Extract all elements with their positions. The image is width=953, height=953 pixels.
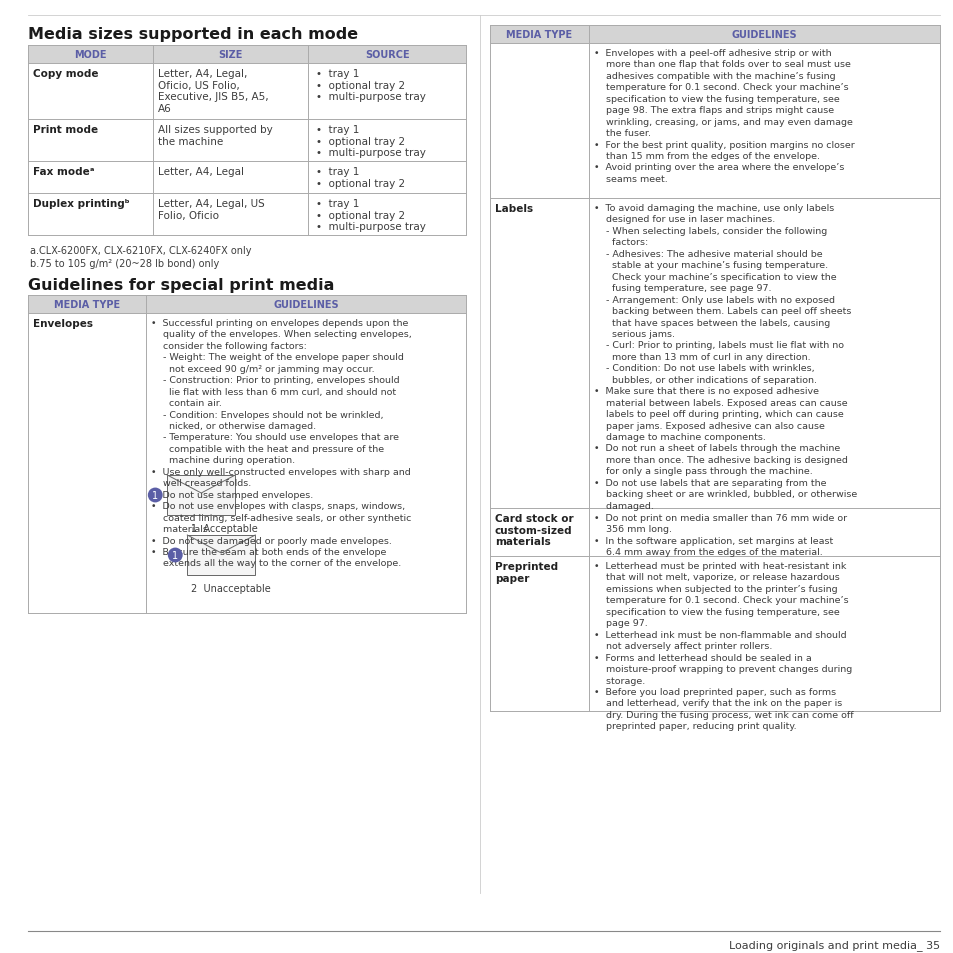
Bar [490,199,939,509]
Bar [167,476,235,516]
Bar [28,162,465,193]
Text: Card stock or
custom-sized
materials: Card stock or custom-sized materials [495,514,573,547]
Text: 2  Unacceptable: 2 Unacceptable [191,583,271,594]
Bar [490,26,939,44]
Text: •  To avoid damaging the machine, use only labels
    designed for use in laser : • To avoid damaging the machine, use onl… [594,204,857,510]
Text: MODE: MODE [74,50,107,60]
Text: Guidelines for special print media: Guidelines for special print media [28,277,334,293]
Text: Preprinted
paper: Preprinted paper [495,561,558,583]
Text: SOURCE: SOURCE [364,50,409,60]
Text: MEDIA TYPE: MEDIA TYPE [506,30,572,40]
Text: Duplex printingᵇ: Duplex printingᵇ [33,199,130,209]
Text: Letter, A4, Legal,
Oficio, US Folio,
Executive, JIS B5, A5,
A6: Letter, A4, Legal, Oficio, US Folio, Exe… [157,69,268,113]
Text: GUIDELINES: GUIDELINES [273,299,338,310]
Text: Copy mode: Copy mode [33,69,98,79]
Text: b.75 to 105 g/m² (20~28 lb bond) only: b.75 to 105 g/m² (20~28 lb bond) only [30,258,219,269]
Bar [28,64,465,120]
Text: Print mode: Print mode [33,125,98,135]
Text: Fax modeᵃ: Fax modeᵃ [33,167,94,177]
Text: •  Envelopes with a peel-off adhesive strip or with
    more than one flap that : • Envelopes with a peel-off adhesive str… [594,49,854,184]
Text: •  tray 1
•  optional tray 2: • tray 1 • optional tray 2 [316,167,405,189]
Bar [28,46,465,64]
Text: Loading originals and print media_ 35: Loading originals and print media_ 35 [728,939,939,950]
Text: 1  Acceptable: 1 Acceptable [191,523,257,534]
Bar [490,557,939,711]
Text: GUIDELINES: GUIDELINES [731,30,797,40]
Text: Letter, A4, Legal, US
Folio, Oficio: Letter, A4, Legal, US Folio, Oficio [157,199,264,220]
Text: •  tray 1
•  optional tray 2
•  multi-purpose tray: • tray 1 • optional tray 2 • multi-purpo… [316,69,426,102]
Text: 1: 1 [172,551,178,560]
Text: All sizes supported by
the machine: All sizes supported by the machine [157,125,273,147]
Text: Media sizes supported in each mode: Media sizes supported in each mode [28,27,357,42]
Bar [490,509,939,557]
Text: MEDIA TYPE: MEDIA TYPE [54,299,120,310]
Bar [490,44,939,199]
Bar [28,193,465,235]
Text: •  tray 1
•  optional tray 2
•  multi-purpose tray: • tray 1 • optional tray 2 • multi-purpo… [316,199,426,232]
Text: •  Successful printing on envelopes depends upon the
    quality of the envelope: • Successful printing on envelopes depen… [152,318,412,568]
Text: Envelopes: Envelopes [33,318,92,329]
Text: •  Do not print on media smaller than 76 mm wide or
    356 mm long.
•  In the s: • Do not print on media smaller than 76 … [594,514,846,557]
Text: 1: 1 [152,491,158,500]
Text: SIZE: SIZE [218,50,242,60]
Text: Labels: Labels [495,204,533,213]
Bar [28,295,465,314]
Bar [187,536,255,576]
Bar [28,120,465,162]
Text: a.CLX-6200FX, CLX-6210FX, CLX-6240FX only: a.CLX-6200FX, CLX-6210FX, CLX-6240FX onl… [30,246,252,255]
Text: Letter, A4, Legal: Letter, A4, Legal [157,167,244,177]
Text: •  tray 1
•  optional tray 2
•  multi-purpose tray: • tray 1 • optional tray 2 • multi-purpo… [316,125,426,158]
Bar [28,314,465,614]
Text: •  Letterhead must be printed with heat-resistant ink
    that will not melt, va: • Letterhead must be printed with heat-r… [594,561,853,731]
